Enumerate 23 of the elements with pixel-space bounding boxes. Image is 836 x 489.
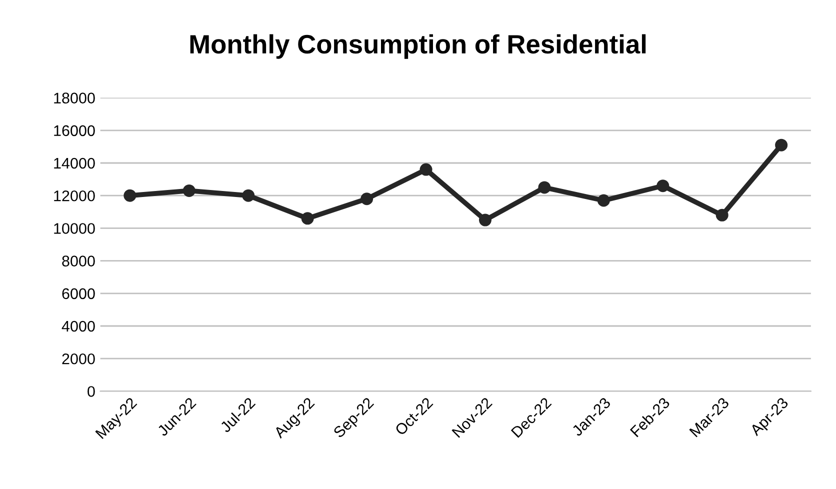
y-tick-label: 4000 <box>62 320 95 332</box>
y-tick-label: 0 <box>88 386 95 397</box>
point <box>124 189 136 202</box>
point <box>420 163 432 176</box>
point <box>242 189 255 202</box>
y-tick-label: 12000 <box>54 190 95 202</box>
y-tick-label: 14000 <box>54 158 95 169</box>
point <box>656 180 670 192</box>
y-tick-label: 8000 <box>62 256 95 266</box>
y-tick-label: 10000 <box>54 223 95 234</box>
y-tick-label: 2000 <box>62 353 95 364</box>
point <box>597 194 610 207</box>
point <box>360 192 374 206</box>
y-tick-label: 18000 <box>54 92 95 104</box>
point <box>716 208 728 222</box>
y-tick-label: 6000 <box>62 288 95 300</box>
point <box>538 181 551 194</box>
point <box>182 184 196 197</box>
point <box>478 214 492 226</box>
y-tick-label: 16000 <box>54 125 95 136</box>
point <box>301 212 314 225</box>
chart-title: Monthly Consumption of Residential <box>190 34 646 59</box>
point <box>775 138 788 152</box>
